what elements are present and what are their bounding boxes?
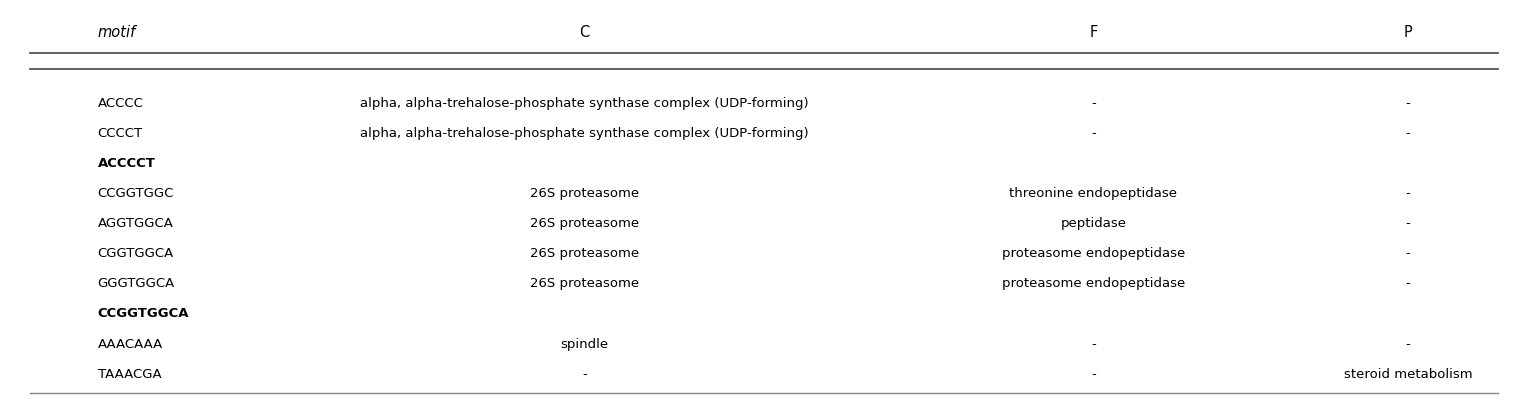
Text: 26S proteasome: 26S proteasome	[530, 187, 639, 200]
Text: alpha, alpha-trehalose-phosphate synthase complex (UDP-forming): alpha, alpha-trehalose-phosphate synthas…	[361, 126, 808, 139]
Text: -: -	[1406, 337, 1410, 350]
Text: -: -	[1091, 96, 1096, 109]
Text: CCGGTGGCA: CCGGTGGCA	[98, 307, 189, 320]
Text: P: P	[1404, 25, 1412, 40]
Text: -: -	[582, 367, 587, 380]
Text: CGGTGGCA: CGGTGGCA	[98, 247, 174, 260]
Text: spindle: spindle	[561, 337, 608, 350]
Text: F: F	[1089, 25, 1097, 40]
Text: 26S proteasome: 26S proteasome	[530, 247, 639, 260]
Text: -: -	[1406, 247, 1410, 260]
Text: CCCCT: CCCCT	[98, 126, 142, 139]
Text: AGGTGGCA: AGGTGGCA	[98, 216, 174, 229]
Text: -: -	[1406, 187, 1410, 200]
Text: -: -	[1406, 216, 1410, 229]
Text: TAAACGA: TAAACGA	[98, 367, 162, 380]
Text: ACCCC: ACCCC	[98, 96, 144, 109]
Text: -: -	[1406, 126, 1410, 139]
Text: ACCCCT: ACCCCT	[98, 156, 156, 169]
Text: -: -	[1091, 126, 1096, 139]
Text: threonine endopeptidase: threonine endopeptidase	[1010, 187, 1178, 200]
Text: proteasome endopeptidase: proteasome endopeptidase	[1002, 247, 1186, 260]
Text: -: -	[1091, 367, 1096, 380]
Text: CCGGTGGC: CCGGTGGC	[98, 187, 174, 200]
Text: 26S proteasome: 26S proteasome	[530, 216, 639, 229]
Text: alpha, alpha-trehalose-phosphate synthase complex (UDP-forming): alpha, alpha-trehalose-phosphate synthas…	[361, 96, 808, 109]
Text: GGGTGGCA: GGGTGGCA	[98, 276, 174, 290]
Text: -: -	[1406, 96, 1410, 109]
Text: -: -	[1091, 337, 1096, 350]
Text: steroid metabolism: steroid metabolism	[1343, 367, 1471, 380]
Text: C: C	[579, 25, 590, 40]
Text: peptidase: peptidase	[1060, 216, 1126, 229]
Text: proteasome endopeptidase: proteasome endopeptidase	[1002, 276, 1186, 290]
Text: -: -	[1406, 276, 1410, 290]
Text: AAACAAA: AAACAAA	[98, 337, 163, 350]
Text: 26S proteasome: 26S proteasome	[530, 276, 639, 290]
Text: motif: motif	[98, 25, 136, 40]
